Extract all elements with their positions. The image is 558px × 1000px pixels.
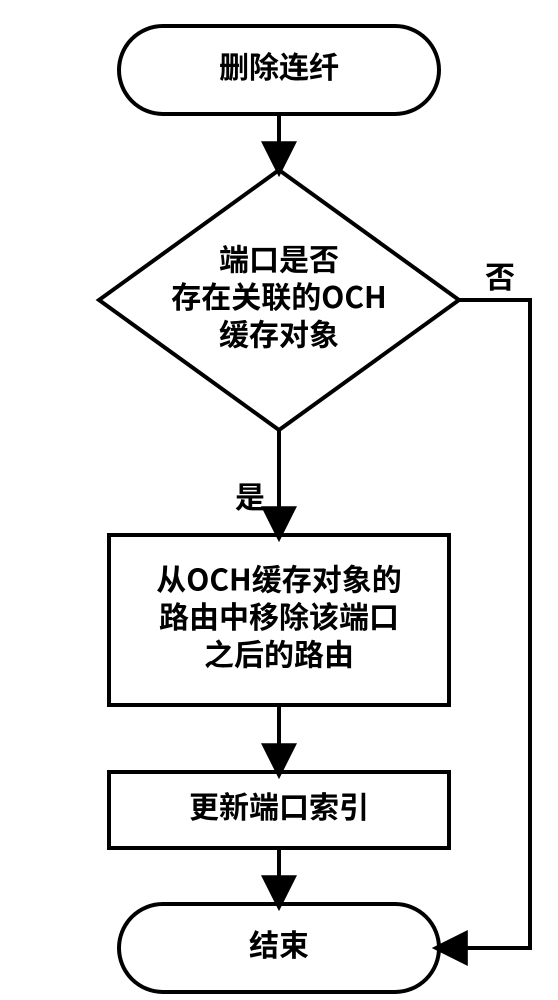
process2-text: 更新端口索引 xyxy=(189,783,369,827)
edge-e2-label: 是 xyxy=(235,473,265,517)
edge-e5 xyxy=(439,300,530,948)
decision-text: 缓存对象 xyxy=(219,311,339,355)
start-text: 删除连纤 xyxy=(219,43,339,87)
end-text: 结束 xyxy=(249,921,309,965)
edge-e5-label: 否 xyxy=(485,253,515,297)
process1-text: 之后的路由 xyxy=(204,631,354,675)
